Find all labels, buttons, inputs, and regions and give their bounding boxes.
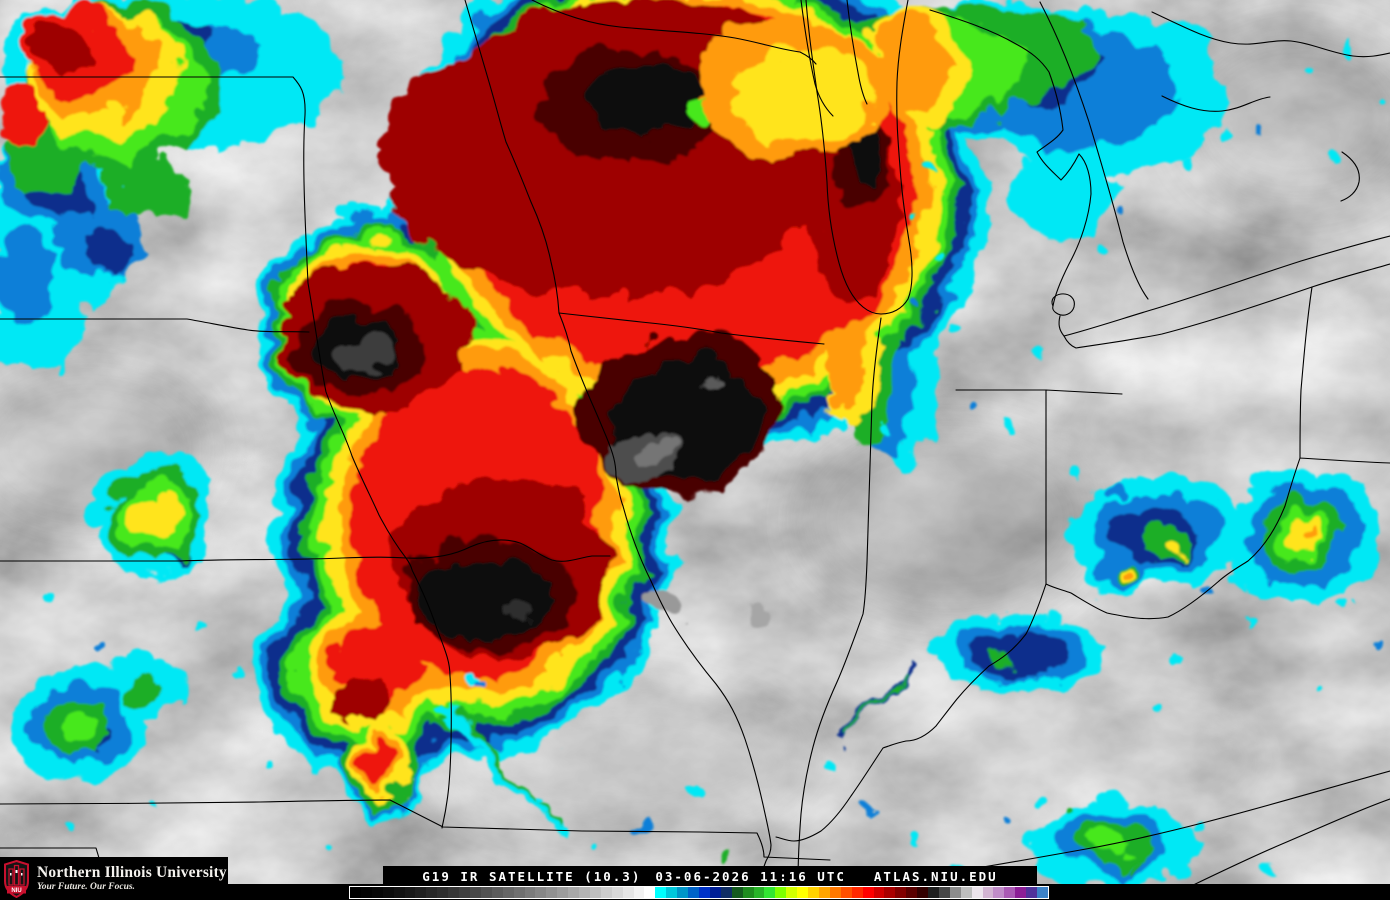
caption-bar: G19 IR SATELLITE (10.3) 03-06-2026 11:16… <box>383 866 1037 886</box>
ir-enhancement-colorbar <box>349 886 1049 899</box>
niu-shield-castle-icon: NIU <box>4 859 29 898</box>
university-name: Northern Illinois University <box>37 864 227 881</box>
colorbar-strip <box>0 884 1390 900</box>
caption-site: ATLAS.NIU.EDU <box>873 868 998 884</box>
storm-overlay <box>0 0 1370 883</box>
niu-logo: NIU Northern Illinois University Your Fu… <box>0 857 228 900</box>
speckle-overlay <box>21 39 1383 866</box>
caption-product: G19 IR SATELLITE (10.3) <box>422 868 642 884</box>
caption-datetime: 03-06-2026 11:16 UTC <box>655 868 846 884</box>
niu-acronym: NIU <box>11 888 21 894</box>
colorbar-segments <box>350 887 1048 898</box>
university-tagline: Your Future. Our Focus. <box>37 882 135 892</box>
